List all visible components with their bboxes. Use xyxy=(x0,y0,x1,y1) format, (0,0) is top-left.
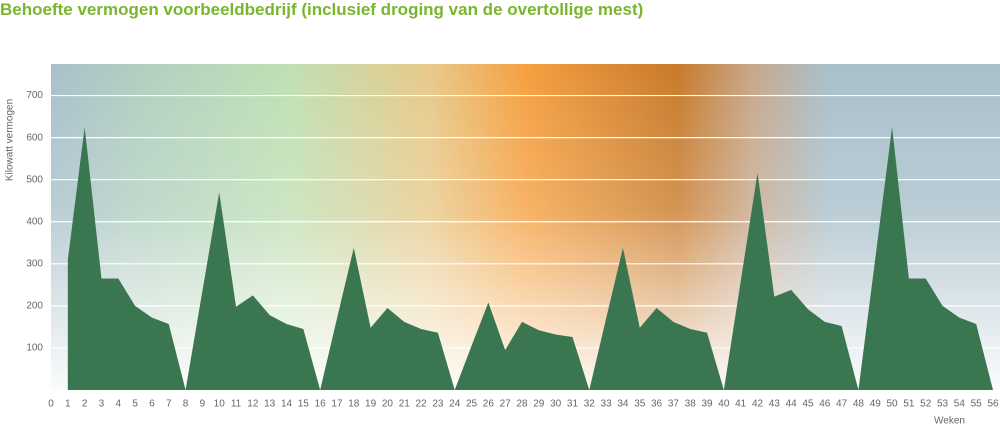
x-tick-label: 37 xyxy=(668,399,680,410)
y-axis-label: Kilowatt vermogen xyxy=(5,99,16,181)
x-tick-label: 12 xyxy=(247,399,259,410)
x-tick-label: 4 xyxy=(116,399,122,410)
x-tick-label: 48 xyxy=(853,399,865,410)
y-tick-label: 500 xyxy=(26,174,43,185)
x-tick-label: 2 xyxy=(82,399,88,410)
x-tick-label: 26 xyxy=(483,399,495,410)
x-tick-label: 0 xyxy=(48,399,54,410)
x-tick-label: 3 xyxy=(99,399,105,410)
chart-title: Behoefte vermogen voorbeeldbedrijf (incl… xyxy=(0,0,643,19)
x-tick-label: 52 xyxy=(920,399,932,410)
x-tick-label: 19 xyxy=(365,399,377,410)
x-tick-label: 10 xyxy=(214,399,226,410)
x-tick-label: 44 xyxy=(786,399,798,410)
x-tick-label: 13 xyxy=(264,399,276,410)
x-tick-label: 27 xyxy=(500,399,512,410)
x-tick-label: 33 xyxy=(601,399,613,410)
x-tick-label: 5 xyxy=(132,399,138,410)
x-tick-label: 15 xyxy=(298,399,310,410)
x-tick-label: 23 xyxy=(432,399,444,410)
x-tick-label: 36 xyxy=(651,399,663,410)
x-tick-label: 17 xyxy=(331,399,343,410)
x-tick-label: 40 xyxy=(718,399,730,410)
x-tick-label: 9 xyxy=(200,399,206,410)
x-tick-label: 35 xyxy=(634,399,646,410)
x-axis-label: Weken xyxy=(934,416,965,425)
x-tick-label: 6 xyxy=(149,399,155,410)
x-tick-label: 42 xyxy=(752,399,764,410)
x-tick-label: 45 xyxy=(802,399,814,410)
x-tick-label: 34 xyxy=(617,399,629,410)
x-tick-label: 30 xyxy=(550,399,562,410)
x-tick-label: 22 xyxy=(416,399,428,410)
x-tick-label: 18 xyxy=(348,399,360,410)
x-tick-label: 49 xyxy=(870,399,882,410)
x-tick-label: 24 xyxy=(449,399,461,410)
x-tick-label: 20 xyxy=(382,399,394,410)
x-tick-label: 50 xyxy=(887,399,899,410)
x-tick-label: 47 xyxy=(836,399,848,410)
x-tick-label: 53 xyxy=(937,399,949,410)
x-tick-label: 43 xyxy=(769,399,781,410)
y-tick-label: 200 xyxy=(26,301,43,312)
x-tick-label: 29 xyxy=(533,399,545,410)
x-tick-label: 41 xyxy=(735,399,747,410)
x-tick-label: 56 xyxy=(987,399,999,410)
y-tick-label: 700 xyxy=(26,90,43,101)
x-tick-label: 16 xyxy=(315,399,327,410)
x-tick-label: 46 xyxy=(819,399,831,410)
x-tick-label: 31 xyxy=(567,399,579,410)
y-tick-label: 600 xyxy=(26,132,43,143)
x-tick-label: 25 xyxy=(466,399,478,410)
y-tick-label: 400 xyxy=(26,216,43,227)
x-tick-label: 38 xyxy=(685,399,697,410)
x-tick-label: 32 xyxy=(584,399,596,410)
x-tick-label: 1 xyxy=(65,399,71,410)
area xyxy=(67,127,994,390)
y-tick-label: 300 xyxy=(26,258,43,269)
x-tick-label: 54 xyxy=(954,399,966,410)
x-tick-label: 55 xyxy=(971,399,983,410)
x-tick-label: 39 xyxy=(701,399,713,410)
x-tick-label: 14 xyxy=(281,399,293,410)
x-tick-label: 11 xyxy=(231,399,242,410)
x-tick-label: 51 xyxy=(903,399,915,410)
x-tick-label: 28 xyxy=(516,399,528,410)
y-tick-label: 100 xyxy=(26,343,43,354)
x-tick-label: 21 xyxy=(399,399,411,410)
x-tick-label: 7 xyxy=(166,399,172,410)
x-tick-label: 8 xyxy=(183,399,189,410)
